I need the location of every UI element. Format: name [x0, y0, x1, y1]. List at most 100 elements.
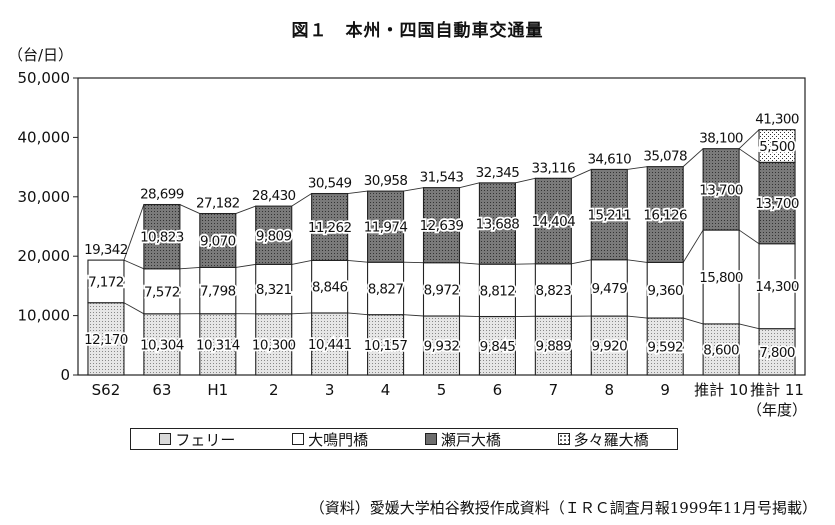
data-label-seto-halo: 14,404: [532, 214, 576, 230]
total-label: 27,182: [196, 196, 240, 212]
data-label-seto: 11,262: [308, 220, 352, 236]
data-label-onaruto-halo: 8,972: [424, 282, 460, 298]
data-label-ferry: 9,889: [536, 339, 572, 355]
bar-segment-ferry: [534, 315, 572, 376]
legend-swatch-ferry: [159, 433, 172, 445]
series-connector-line: [627, 315, 648, 319]
y-tick-label: 10,000: [18, 307, 71, 325]
bar-segment-ferry: [87, 302, 125, 376]
data-label-ferry-halo: 9,932: [424, 339, 460, 355]
bar-segment-seto: [590, 168, 628, 261]
bar-segment-onaruto: [758, 243, 796, 330]
data-label-seto: 9,809: [256, 228, 292, 244]
data-label-onaruto: 9,360: [647, 283, 683, 299]
data-label-seto-halo: 13,700: [755, 196, 799, 212]
legend-label-onaruto: 大鳴門橋: [308, 430, 369, 449]
series-connector-line: [291, 312, 312, 315]
data-label-onaruto: 14,300: [755, 279, 799, 295]
y-tick-label: 20,000: [18, 247, 71, 265]
data-label-onaruto-halo: 8,823: [536, 283, 572, 299]
legend-label-ferry: フェリー: [175, 430, 236, 449]
data-label-ferry-halo: 8,600: [703, 342, 739, 358]
series-connector-line: [627, 259, 648, 263]
bar-segment-onaruto: [255, 263, 293, 315]
data-label-ferry: 10,314: [196, 337, 240, 353]
source-footnote: （資料）愛媛大学柏谷教授作成資料（ＩＲＣ調査月報1999年11月号掲載）: [309, 499, 817, 517]
total-label: 28,699: [140, 187, 184, 203]
total-label: 34,610: [587, 151, 631, 167]
series-connector-line: [347, 259, 368, 263]
data-label-onaruto: 7,572: [144, 284, 180, 300]
series-connector-line: [571, 259, 592, 265]
series-connector-line: [683, 317, 704, 325]
x-axis-label: （年度）: [747, 401, 807, 419]
data-label-onaruto: 8,321: [256, 282, 292, 298]
data-label-seto-halo: 15,211: [587, 208, 631, 224]
data-label-ferry: 12,170: [84, 332, 128, 348]
bar-segment-ferry: [758, 328, 796, 376]
data-label-ferry: 9,845: [480, 339, 516, 355]
x-tick-label: 8: [604, 381, 614, 399]
bar-segment-seto: [199, 212, 237, 268]
x-tick-label: 5: [437, 381, 447, 399]
bar-segment-tatara: [758, 129, 796, 163]
series-connector-line: [682, 229, 704, 263]
series-connector-line: [291, 259, 312, 265]
legend-item-ferry: フェリー: [159, 429, 235, 450]
data-label-onaruto: 8,972: [424, 282, 460, 298]
bar-segment-seto: [478, 182, 516, 265]
total-label: 38,100: [699, 131, 743, 147]
data-label-onaruto: 8,823: [536, 283, 572, 299]
data-label-onaruto-halo: 15,800: [699, 270, 743, 286]
total-label: 31,543: [420, 170, 464, 186]
data-label-onaruto-halo: 9,360: [647, 283, 683, 299]
data-label-ferry-halo: 9,920: [591, 339, 627, 355]
series-connector-line: [179, 204, 200, 214]
data-label-ferry-halo: 10,314: [196, 337, 240, 353]
data-label-seto: 11,974: [364, 220, 408, 236]
data-label-seto: 10,823: [140, 230, 184, 246]
bar-segment-seto: [143, 203, 181, 270]
data-label-seto-halo: 11,974: [364, 220, 408, 236]
bar-segment-onaruto: [87, 259, 125, 304]
series-connector-line: [459, 315, 480, 317]
bar-segment-ferry: [143, 313, 181, 376]
data-label-seto-halo: 12,639: [420, 218, 464, 234]
data-label-onaruto-halo: 7,172: [88, 274, 124, 290]
data-label-onaruto-halo: 7,572: [144, 284, 180, 300]
data-label-onaruto-halo: 8,846: [312, 280, 348, 296]
bar-segment-seto: [311, 192, 349, 261]
data-label-ferry: 10,157: [364, 338, 408, 354]
data-label-seto-halo: 13,688: [476, 217, 520, 233]
data-label-onaruto: 8,812: [480, 283, 516, 299]
x-tick-label: 3: [325, 381, 335, 399]
total-label: 30,958: [364, 173, 408, 189]
data-label-ferry: 10,300: [252, 337, 296, 353]
y-tick-label: 30,000: [18, 188, 71, 206]
bar-segment-onaruto: [143, 268, 181, 315]
series-connector-line: [179, 266, 200, 270]
series-connector-line: [347, 312, 368, 316]
legend-item-seto: 瀬戸大橋: [424, 429, 501, 450]
legend-swatch-seto: [424, 433, 437, 445]
data-label-seto-halo: 11,262: [308, 220, 352, 236]
bar-segment-onaruto: [478, 263, 516, 318]
y-axis-unit-label: （台/日）: [8, 46, 74, 64]
data-label-ferry: 10,304: [140, 337, 184, 353]
legend-item-onaruto: 大鳴門橋: [292, 429, 368, 450]
legend-label-tatara: 多々羅大橋: [573, 430, 649, 449]
data-label-onaruto: 7,798: [200, 284, 236, 300]
x-tick-label: 4: [381, 381, 391, 399]
data-label-ferry-halo: 7,800: [759, 345, 795, 361]
bar-segment-seto: [367, 190, 405, 263]
data-label-ferry: 10,441: [308, 337, 352, 353]
series-connector-line: [291, 193, 312, 207]
bar-segment-seto: [422, 187, 461, 264]
data-label-seto-halo: 13,700: [699, 182, 743, 198]
data-label-ferry-halo: 10,304: [140, 337, 184, 353]
bar-segment-seto: [255, 205, 293, 265]
series-connector-line: [738, 148, 760, 163]
data-label-seto: 12,639: [420, 218, 464, 234]
bar-segment-seto: [702, 148, 740, 231]
